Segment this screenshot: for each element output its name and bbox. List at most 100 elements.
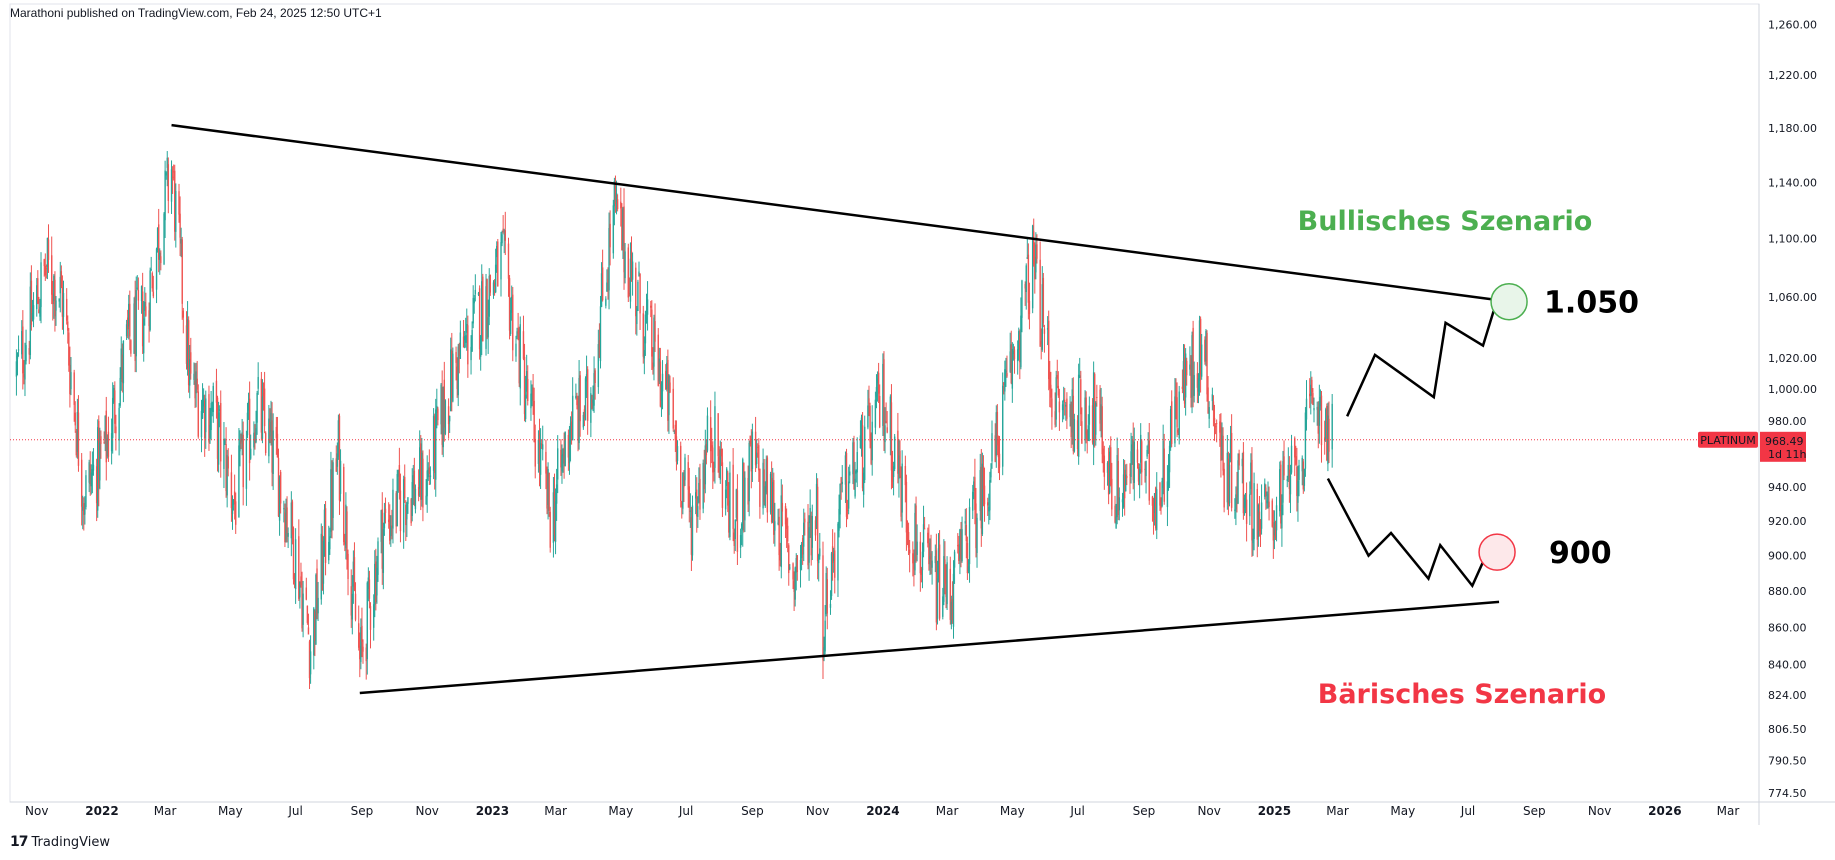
candle-body — [1283, 456, 1285, 476]
candle-body — [1208, 407, 1210, 419]
candle-body — [29, 286, 32, 356]
candle-body — [62, 293, 65, 317]
candle-body — [1152, 498, 1155, 520]
candle-body — [616, 199, 619, 210]
candle-body — [1099, 389, 1101, 424]
candle-body — [60, 271, 63, 289]
candle-body — [517, 331, 519, 334]
candle-body — [1295, 456, 1297, 465]
candle-body — [262, 392, 265, 396]
bear-scenario-path[interactable] — [1326, 477, 1495, 589]
candle-body — [586, 369, 589, 421]
candle-body — [294, 539, 297, 590]
candle-body — [170, 169, 173, 202]
candle-body — [811, 515, 813, 548]
candle-body — [458, 344, 460, 356]
candle-body — [194, 381, 196, 399]
candle-body — [740, 523, 743, 529]
candle-body — [486, 279, 488, 331]
candle-body — [1320, 395, 1323, 446]
y-tick-label: 774.50 — [1768, 787, 1807, 800]
candle-body — [646, 299, 649, 315]
candle-body — [945, 579, 947, 598]
support-line[interactable] — [359, 600, 1500, 695]
y-tick-label: 1,060.00 — [1768, 291, 1817, 304]
candle-body — [511, 296, 513, 313]
candle-body — [277, 457, 280, 517]
x-axis[interactable]: Nov 2022 Mar May Jul Sep Nov 2023 Mar May Jul Sep No… — [25, 804, 1739, 818]
candle-body — [772, 481, 774, 523]
candle-body — [1281, 505, 1283, 529]
candle-body — [242, 434, 244, 488]
candle-body — [305, 587, 308, 600]
candle-body — [957, 545, 959, 547]
candle-body — [390, 525, 392, 537]
candle-body — [914, 512, 916, 571]
candle-body — [766, 457, 769, 513]
candle-body — [773, 480, 775, 535]
candle-body — [22, 326, 24, 374]
candle-body — [195, 371, 197, 394]
candle-body — [660, 383, 663, 401]
candle-body — [290, 502, 293, 539]
bull-scenario-path[interactable] — [1346, 299, 1499, 417]
y-tick-label: 1,000.00 — [1768, 383, 1817, 396]
candle-body — [533, 400, 535, 443]
candle-body — [1110, 447, 1112, 485]
candle-body — [91, 469, 94, 476]
candle-body — [1312, 393, 1314, 405]
candle-body — [369, 606, 372, 630]
candle-body — [1102, 448, 1104, 464]
candle-body — [421, 452, 423, 500]
candle-body — [501, 234, 503, 244]
candle-body — [913, 559, 915, 570]
candle-body — [335, 458, 337, 472]
candle-body — [1145, 461, 1147, 477]
candle-body — [829, 603, 832, 608]
candle-body — [629, 258, 632, 302]
candle-body — [1040, 340, 1042, 345]
candle-body — [789, 567, 791, 569]
candle-body — [614, 181, 617, 205]
candle-body — [137, 290, 140, 301]
candle-body — [500, 242, 502, 280]
candle-body — [381, 509, 383, 569]
bear-target-circle[interactable] — [1478, 533, 1516, 571]
candle-body — [354, 593, 357, 620]
x-tick-label: Nov — [806, 804, 829, 818]
candle-body — [463, 336, 466, 341]
candle-body — [1122, 474, 1125, 508]
candle-body — [126, 317, 129, 330]
resistance-line[interactable] — [171, 123, 1500, 302]
candle-body — [32, 305, 35, 320]
candle-body — [1274, 523, 1277, 538]
candle-body — [966, 543, 969, 574]
candle-body — [278, 477, 281, 521]
candle-body — [885, 420, 887, 424]
candle-body — [272, 430, 274, 474]
tradingview-logo[interactable]: 17 TradingView — [10, 834, 110, 850]
candle-body — [1061, 404, 1064, 411]
candle-body — [512, 294, 514, 351]
candle-body — [564, 431, 566, 467]
candle-body — [150, 269, 152, 271]
candle-body — [152, 291, 155, 297]
candle-body — [1132, 440, 1134, 481]
candle-body — [735, 489, 738, 518]
candle-body — [1207, 387, 1209, 414]
candle-body — [1275, 505, 1278, 531]
candle-body — [714, 406, 716, 468]
candle-body — [145, 306, 147, 316]
candle-body — [249, 448, 252, 459]
candle-body — [136, 287, 138, 289]
candle-body — [1025, 265, 1027, 293]
bull-target-circle[interactable] — [1490, 282, 1528, 321]
candle-body — [875, 386, 878, 397]
candle-body — [568, 440, 571, 464]
y-axis[interactable]: 1,260.00 1,220.00 1,180.00 1,140.00 1,100.00… — [1768, 18, 1817, 800]
candle-body — [1148, 440, 1150, 501]
candle-body — [472, 297, 474, 324]
candle-body — [542, 444, 544, 450]
candle-body — [121, 354, 124, 383]
